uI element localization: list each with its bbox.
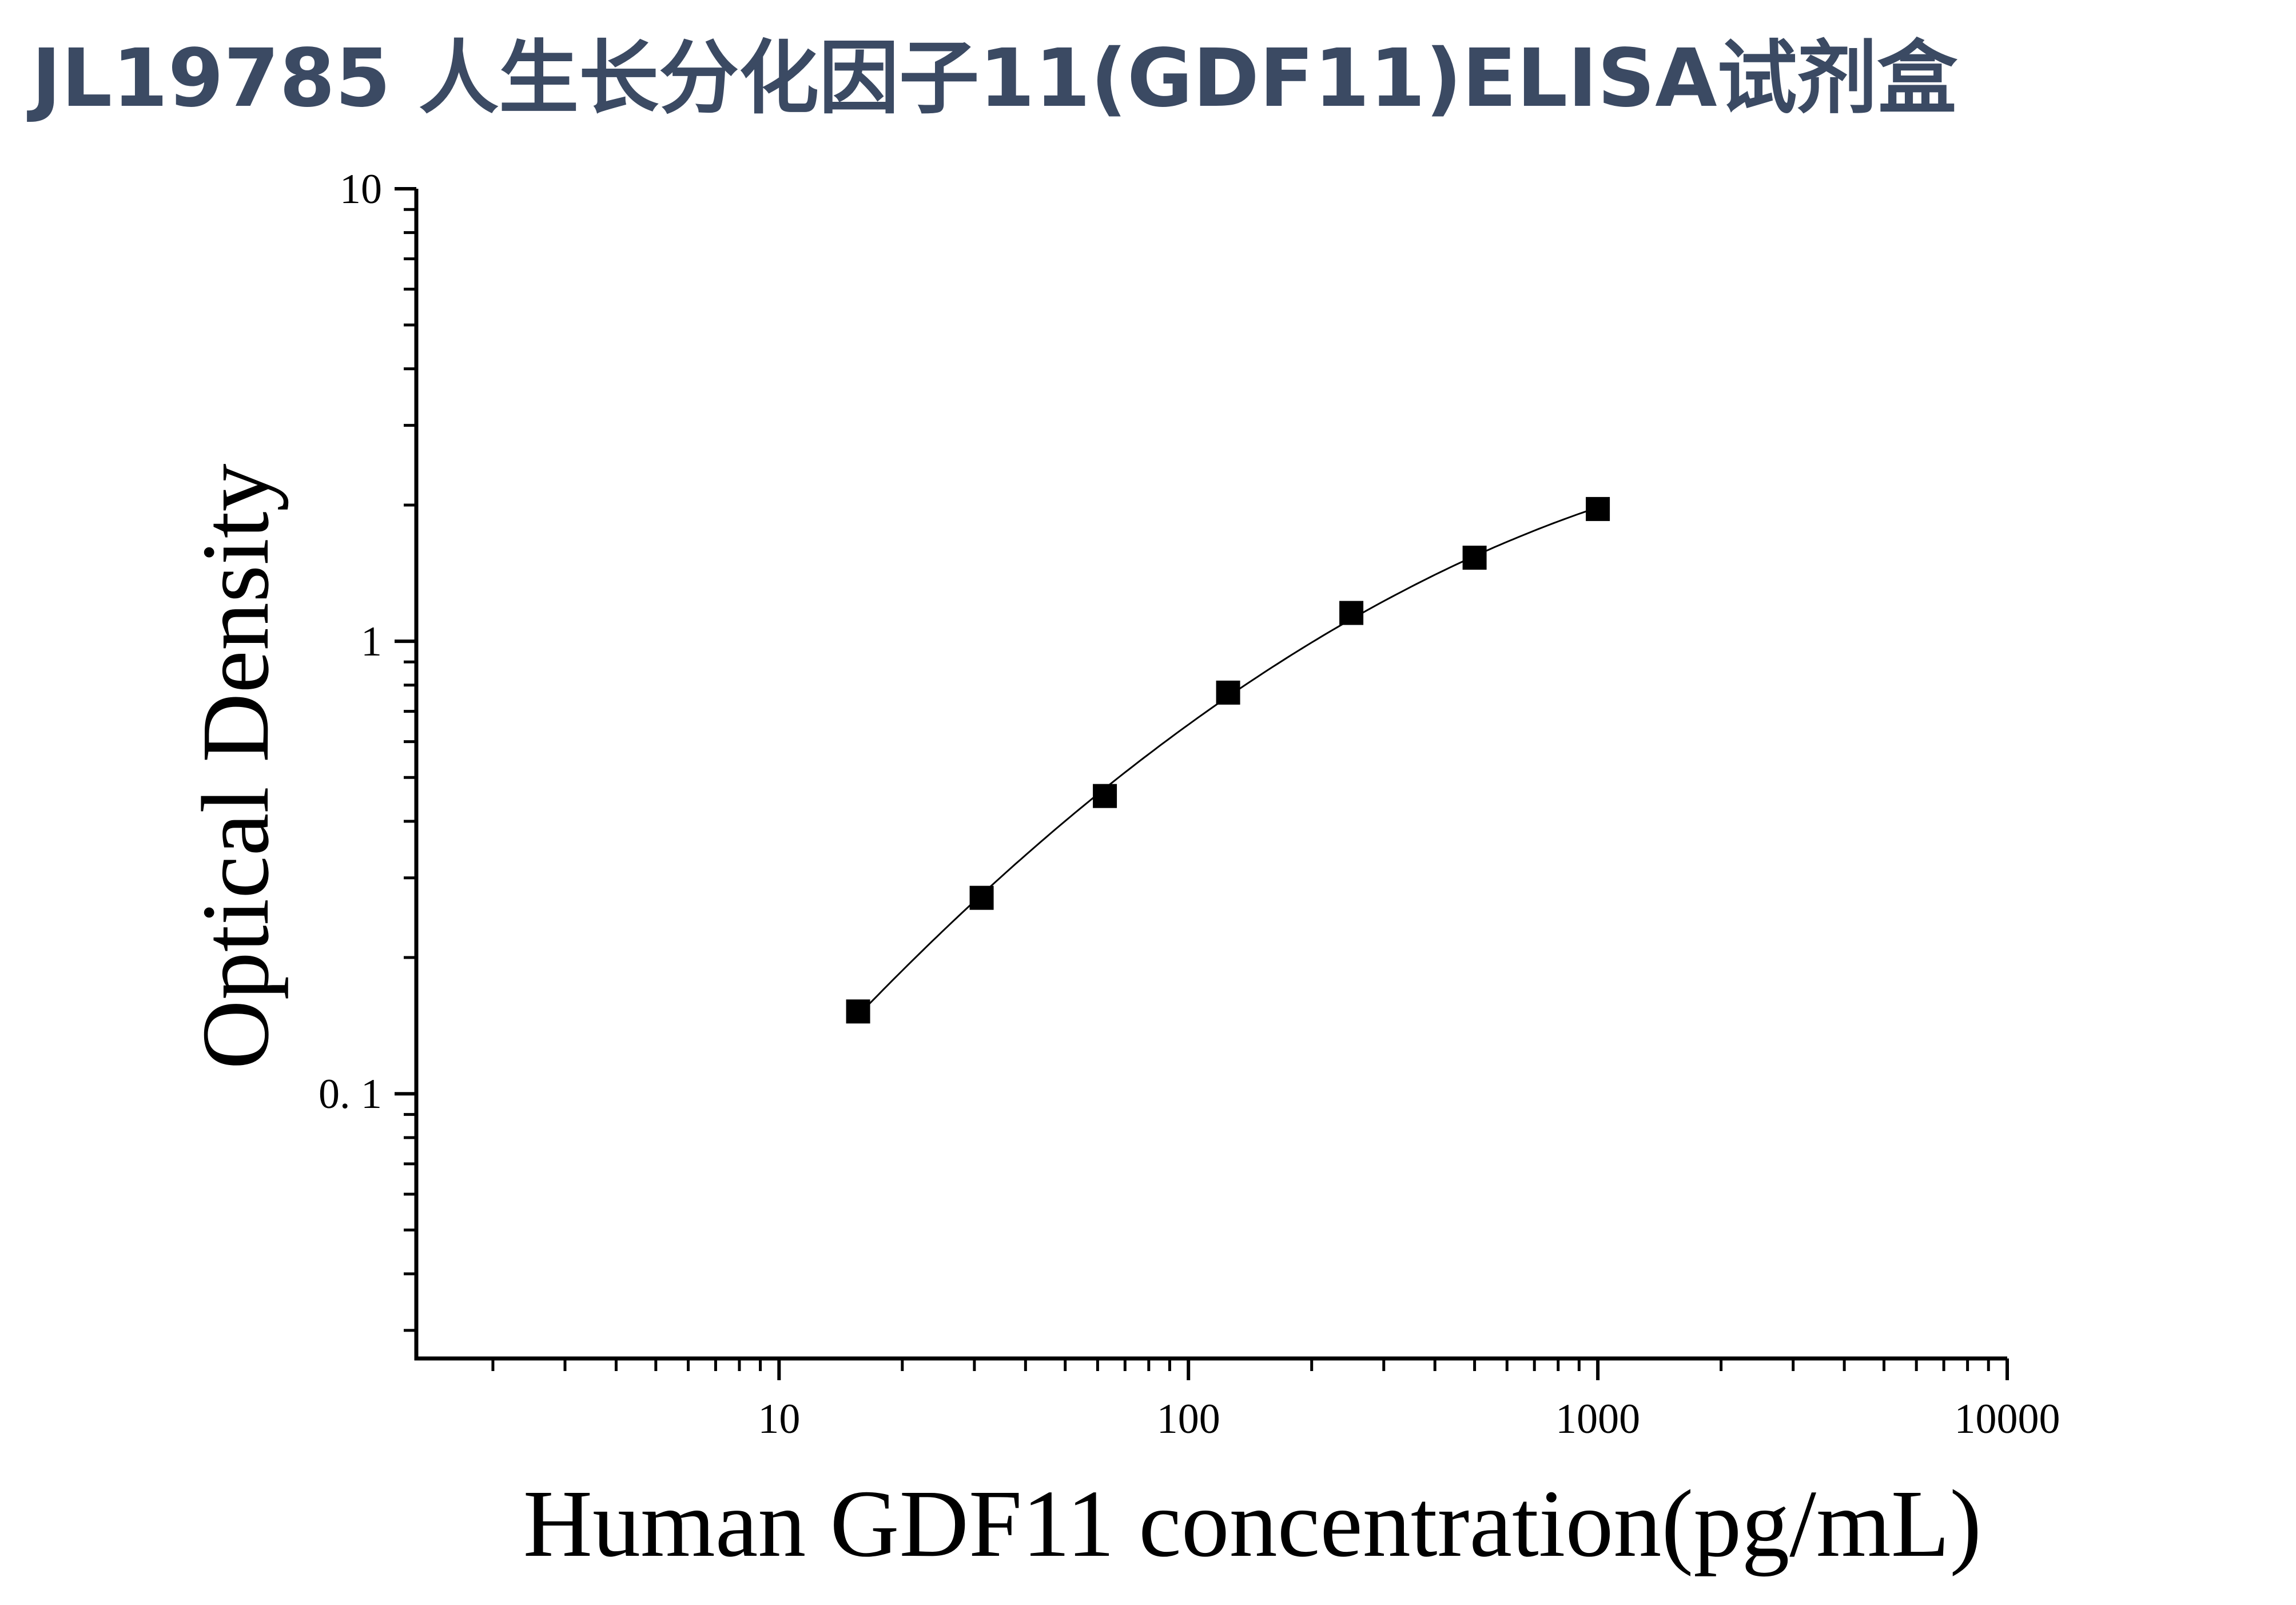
fit-curve-layer: [857, 506, 1598, 1016]
y-tick-label: 10: [340, 166, 382, 213]
y-tick-label: 0. 1: [319, 1071, 382, 1118]
x-axis-title: Human GDF11 concentration(pg/mL): [523, 1471, 1982, 1577]
data-point: [1216, 680, 1240, 705]
data-point: [1586, 496, 1610, 521]
x-tick-label: 10: [758, 1396, 800, 1443]
x-tick-label: 10000: [1955, 1396, 2060, 1443]
data-point: [1462, 545, 1487, 570]
axes: 10 100 1000 10000 10 1 0. 1: [319, 166, 2060, 1443]
x-tick-label: 1000: [1555, 1396, 1640, 1443]
data-point: [846, 999, 870, 1024]
data-point: [1093, 784, 1117, 808]
chart-title: JL19785 人生长分化因子11(GDF11)ELISA试剂盒: [27, 32, 1958, 125]
y-axis-title: Optical Density: [182, 463, 289, 1069]
fit-curve: [857, 506, 1598, 1016]
data-point: [969, 885, 994, 910]
data-points: [846, 496, 1610, 1024]
y-tick-label: 1: [361, 618, 382, 665]
x-tick-label: 100: [1157, 1396, 1220, 1443]
data-point: [1339, 601, 1364, 625]
